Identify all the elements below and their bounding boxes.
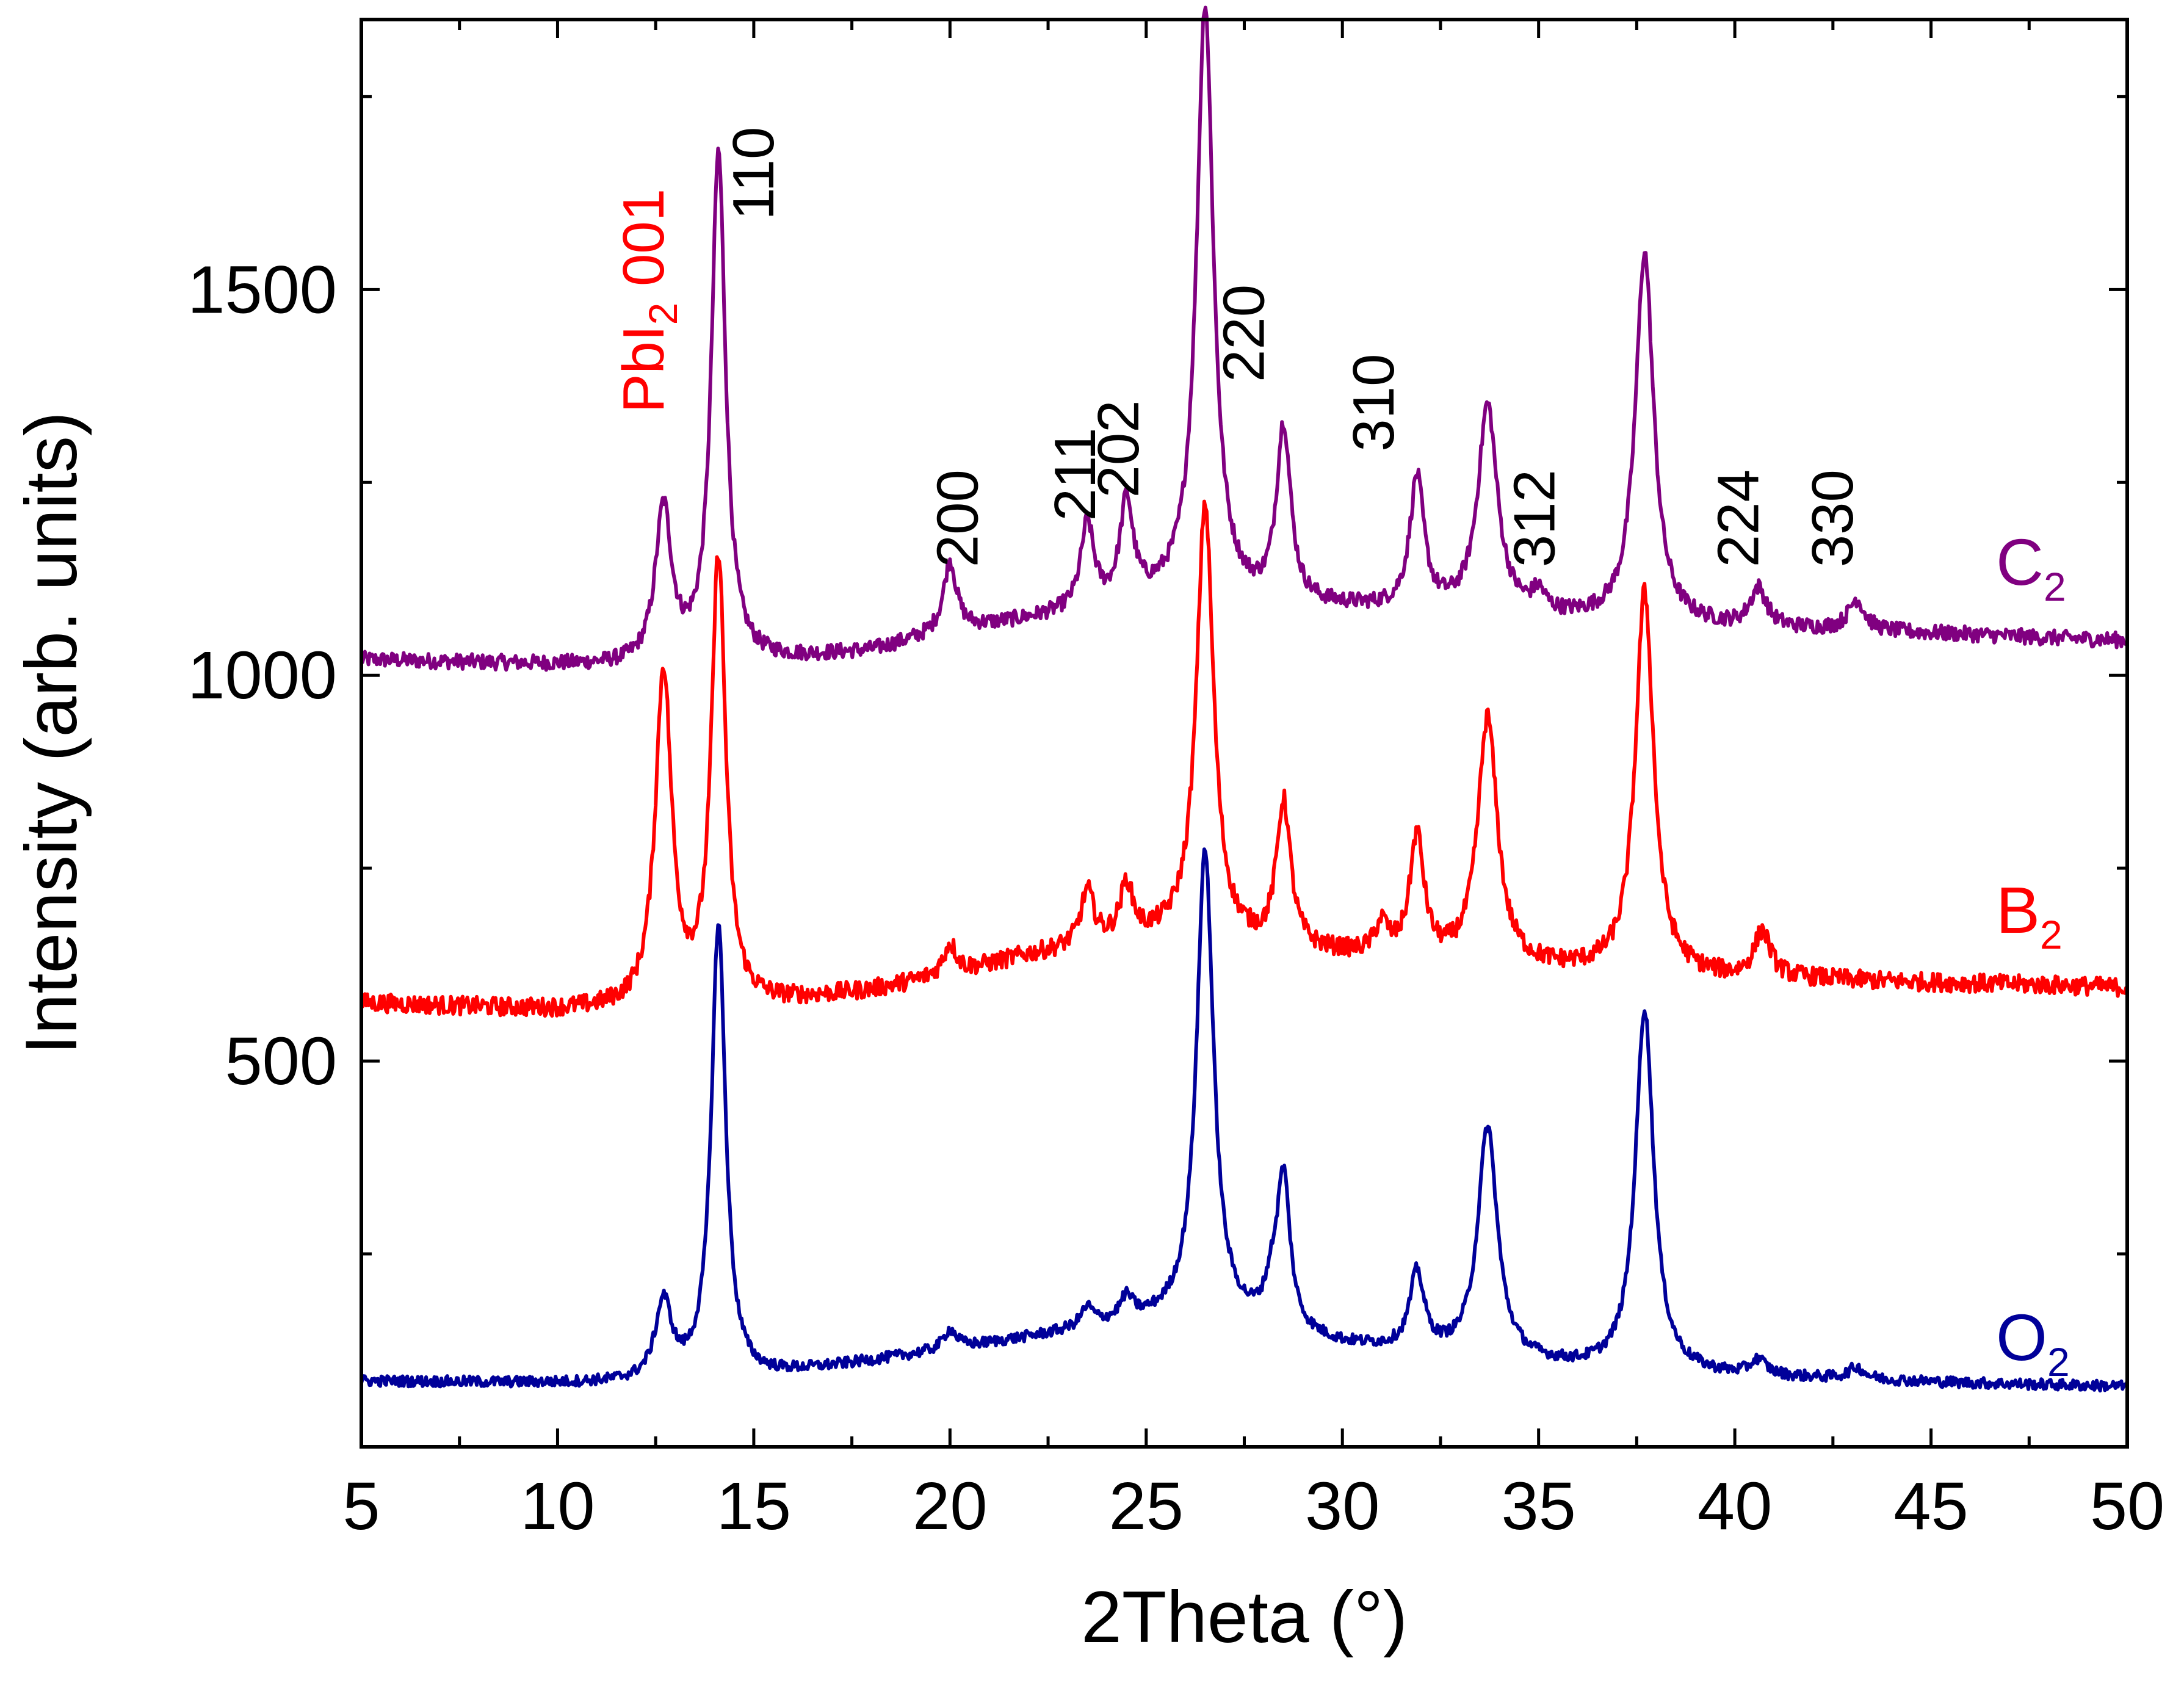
y-axis-title: Intensity (arb. units) <box>10 411 92 1055</box>
y-tick-label: 1500 <box>187 252 337 327</box>
x-tick-label: 35 <box>1501 1469 1575 1544</box>
series-label-C2: C2 <box>1996 525 2066 609</box>
peak-label: 202 <box>1086 400 1151 498</box>
x-tick-label: 45 <box>1893 1469 1968 1544</box>
x-tick-label: 15 <box>717 1469 791 1544</box>
peak-label: PbI2 001 <box>611 189 685 413</box>
series-line-B2 <box>360 499 2129 1018</box>
x-tick-label: 5 <box>342 1469 380 1544</box>
series-label-B2: B2 <box>1996 873 2063 957</box>
peak-label: 310 <box>1341 354 1406 452</box>
y-tick-label: 500 <box>225 1024 337 1099</box>
peak-label: 220 <box>1212 284 1277 382</box>
peak-label: 312 <box>1502 469 1567 567</box>
ticks-layer: 5 10 15 20 25 30 35 40 45 50 500 1000 1500 <box>187 20 2164 1544</box>
x-tick-label: 40 <box>1698 1469 1772 1544</box>
peak-label: 110 <box>721 127 786 220</box>
x-axis-title: 2Theta (°) <box>1081 1576 1408 1658</box>
peak-label: 224 <box>1706 469 1771 567</box>
series-label-O2: O2 <box>1996 1300 2070 1385</box>
x-tick-label: 20 <box>913 1469 987 1544</box>
peak-label: 211 <box>1043 427 1108 521</box>
x-tick-label: 50 <box>2090 1469 2164 1544</box>
x-tick-label: 25 <box>1109 1469 1184 1544</box>
peak-label: 330 <box>1800 469 1865 567</box>
series-line-C2 <box>360 5 2128 672</box>
x-tick-label: 30 <box>1305 1469 1379 1544</box>
peak-label: 200 <box>925 469 990 567</box>
series-layer <box>360 5 2129 1393</box>
series-line-O2 <box>360 847 2129 1393</box>
x-tick-label: 10 <box>520 1469 595 1544</box>
y-tick-label: 1000 <box>187 638 337 713</box>
